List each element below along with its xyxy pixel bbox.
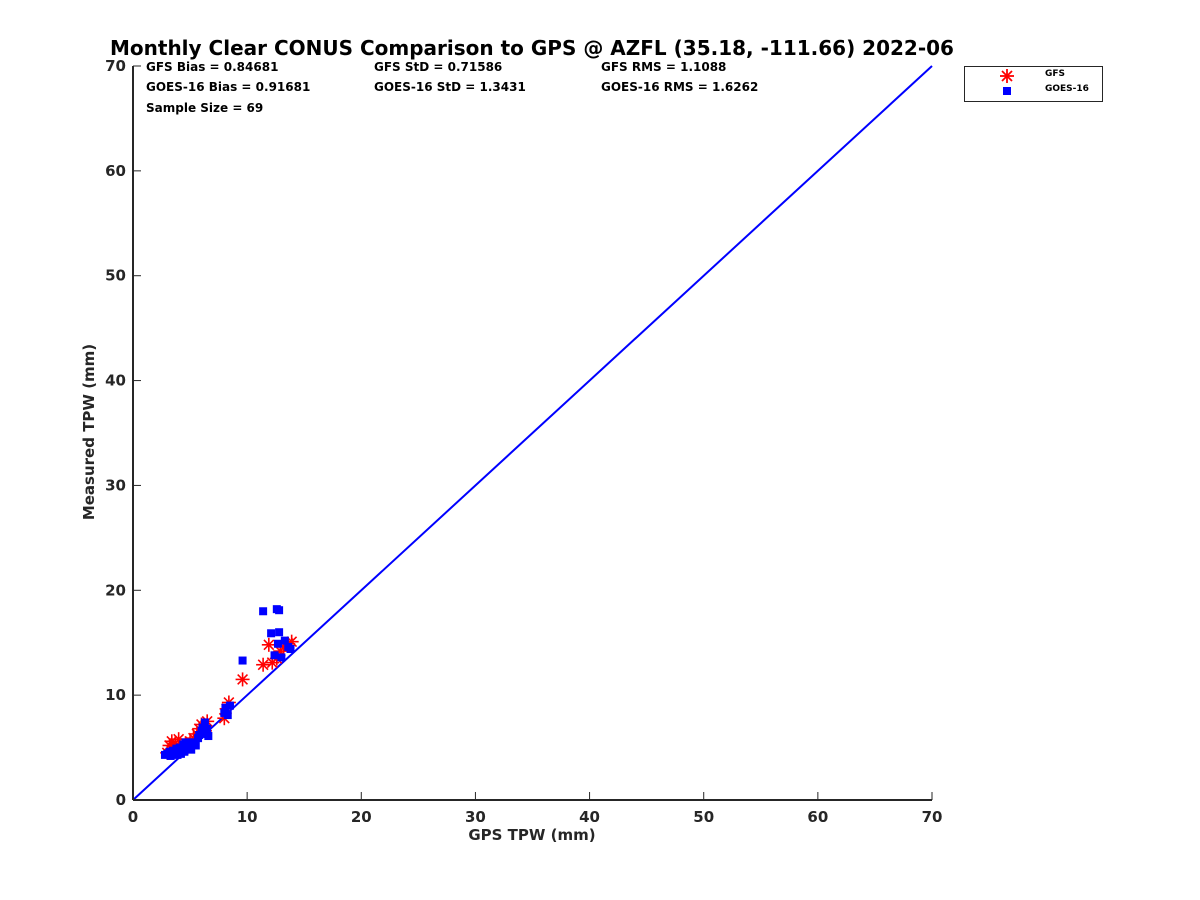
goes-point (273, 639, 282, 648)
goes-std: GOES-16 StD = 1.3431 (374, 80, 526, 94)
goes-point (187, 745, 196, 754)
gfs-rms: GFS RMS = 1.1088 (601, 60, 727, 74)
reference-line (132, 65, 933, 801)
x-tick-label: 70 (922, 808, 943, 826)
y-tick-label: 60 (105, 162, 126, 180)
gfs-point (256, 657, 271, 672)
x-tick-label: 40 (579, 808, 600, 826)
goes-point (204, 732, 213, 741)
sample-size: Sample Size = 69 (146, 101, 264, 115)
legend-label-goes: GOES-16 (1045, 84, 1089, 94)
goes-point (275, 606, 284, 615)
y-tick-label: 40 (105, 372, 126, 390)
axis-ticks: 0 10 20 30 40 50 60 70 0 10 20 30 40 50 60 70 (105, 57, 942, 826)
goes-point (200, 718, 209, 727)
x-axis-label: GPS TPW (mm) (468, 826, 596, 844)
gfs-point (235, 672, 250, 687)
axes (132, 66, 932, 801)
gfs-bias: GFS Bias = 0.84681 (146, 60, 279, 74)
square-icon (1003, 87, 1011, 95)
legend-item-goes: GOES-16 (965, 83, 1102, 98)
y-axis-label: Measured TPW (mm) (80, 343, 98, 521)
x-tick-label: 0 (128, 808, 138, 826)
x-tick-label: 50 (693, 808, 714, 826)
asterisk-icon (1000, 69, 1014, 83)
chart-title: Monthly Clear CONUS Comparison to GPS @ … (110, 36, 954, 60)
goes-point (221, 703, 230, 712)
goes-point (270, 651, 279, 660)
goes-point (267, 629, 276, 638)
goes-point (203, 724, 212, 733)
y-tick-label: 30 (105, 476, 126, 494)
goes-point (259, 607, 268, 616)
goes-point (277, 653, 286, 662)
goes-rms: GOES-16 RMS = 1.6262 (601, 80, 759, 94)
x-tick-label: 60 (807, 808, 828, 826)
goes-point (198, 723, 207, 732)
goes-point (199, 729, 208, 738)
goes-point (275, 628, 284, 637)
y-tick-label: 50 (105, 267, 126, 285)
gfs-point (261, 637, 276, 652)
goes-point (286, 645, 295, 654)
x-tick-label: 30 (465, 808, 486, 826)
goes-series (160, 605, 295, 760)
x-tick-label: 20 (351, 808, 372, 826)
y-tick-label: 0 (116, 791, 126, 809)
gfs-std: GFS StD = 0.71586 (374, 60, 503, 74)
x-tick-label: 10 (237, 808, 258, 826)
legend-item-gfs: GFS (965, 68, 1102, 83)
goes-point (195, 730, 204, 739)
goes-bias: GOES-16 Bias = 0.91681 (146, 80, 311, 94)
goes-point (223, 711, 232, 720)
goes-point (280, 636, 289, 645)
goes-point (238, 656, 247, 665)
goes-point (226, 701, 235, 710)
y-tick-label: 10 (105, 686, 126, 704)
goes-point (181, 738, 190, 747)
legend-label-gfs: GFS (1045, 69, 1066, 79)
y-tick-label: 20 (105, 581, 126, 599)
y-tick-label: 70 (105, 57, 126, 75)
goes-point (191, 741, 200, 750)
legend: GFS GOES-16 (964, 66, 1103, 102)
